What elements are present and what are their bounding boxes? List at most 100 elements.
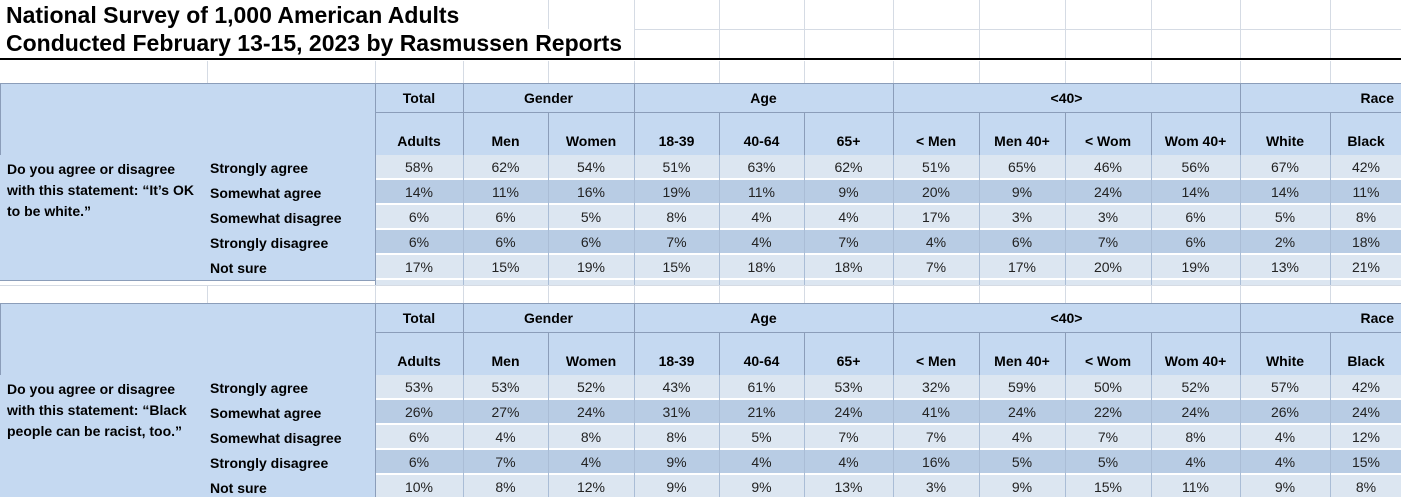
column-subheader[interactable]: Men (463, 332, 548, 375)
data-cell[interactable]: 5% (548, 205, 634, 228)
column-subheader[interactable]: 18-39 (634, 332, 719, 375)
data-cell[interactable]: 53% (463, 375, 548, 398)
data-cell[interactable]: 16% (893, 450, 979, 473)
data-cell[interactable]: 21% (1330, 255, 1401, 278)
data-cell[interactable]: 27% (463, 400, 548, 423)
data-cell[interactable]: 4% (804, 205, 893, 228)
data-cell[interactable]: 51% (893, 155, 979, 178)
response-label[interactable]: Not sure (210, 259, 267, 276)
column-subheader[interactable]: 65+ (804, 332, 893, 375)
data-cell[interactable]: 26% (1240, 400, 1330, 423)
column-subheader[interactable]: Wom 40+ (1151, 332, 1240, 375)
column-subheader[interactable]: Men 40+ (979, 332, 1065, 375)
data-cell[interactable]: 3% (893, 475, 979, 497)
response-label[interactable]: Strongly disagree (210, 234, 329, 251)
response-label[interactable]: Strongly agree (210, 379, 309, 396)
column-subheader[interactable]: 40-64 (719, 332, 804, 375)
column-group-header[interactable]: Total (375, 83, 463, 112)
data-cell[interactable]: 14% (375, 180, 463, 203)
data-cell[interactable]: 8% (548, 425, 634, 448)
data-cell[interactable]: 4% (1151, 450, 1240, 473)
column-subheader[interactable]: Adults (375, 332, 463, 375)
data-cell[interactable]: 8% (1330, 475, 1401, 497)
data-cell[interactable]: 63% (719, 155, 804, 178)
data-cell[interactable]: 5% (1065, 450, 1151, 473)
data-cell[interactable]: 18% (1330, 230, 1401, 253)
data-cell[interactable]: 42% (1330, 375, 1401, 398)
column-subheader[interactable]: < Men (893, 112, 979, 155)
column-subheader[interactable]: < Men (893, 332, 979, 375)
data-cell[interactable]: 14% (1240, 180, 1330, 203)
data-cell[interactable]: 7% (1065, 425, 1151, 448)
column-subheader[interactable]: 40-64 (719, 112, 804, 155)
column-group-header[interactable]: Total (375, 303, 463, 332)
column-group-header[interactable]: Age (634, 83, 893, 112)
data-cell[interactable]: 7% (804, 230, 893, 253)
data-cell[interactable]: 12% (548, 475, 634, 497)
data-cell[interactable]: 17% (375, 255, 463, 278)
data-cell[interactable]: 4% (804, 450, 893, 473)
response-label[interactable]: Somewhat disagree (210, 429, 342, 446)
data-cell[interactable]: 7% (1065, 230, 1151, 253)
column-subheader[interactable]: Black (1330, 332, 1401, 375)
data-cell[interactable]: 26% (375, 400, 463, 423)
data-cell[interactable]: 9% (979, 475, 1065, 497)
response-label[interactable]: Not sure (210, 479, 267, 496)
data-cell[interactable]: 7% (893, 255, 979, 278)
data-cell[interactable]: 2% (1240, 230, 1330, 253)
data-cell[interactable]: 15% (1330, 450, 1401, 473)
column-group-header[interactable]: Race (1240, 83, 1401, 112)
data-cell[interactable]: 62% (463, 155, 548, 178)
column-subheader[interactable]: 65+ (804, 112, 893, 155)
data-cell[interactable]: 11% (1330, 180, 1401, 203)
data-cell[interactable]: 15% (634, 255, 719, 278)
question-cell[interactable]: Do you agree or disagree with this state… (0, 155, 375, 280)
data-cell[interactable]: 6% (463, 205, 548, 228)
data-cell[interactable]: 58% (375, 155, 463, 178)
data-cell[interactable]: 67% (1240, 155, 1330, 178)
data-cell[interactable]: 10% (375, 475, 463, 497)
data-cell[interactable]: 8% (1151, 425, 1240, 448)
data-cell[interactable]: 24% (1330, 400, 1401, 423)
column-subheader[interactable]: Men (463, 112, 548, 155)
data-cell[interactable]: 7% (804, 425, 893, 448)
data-cell[interactable]: 8% (634, 425, 719, 448)
data-cell[interactable]: 11% (719, 180, 804, 203)
data-cell[interactable]: 53% (375, 375, 463, 398)
data-cell[interactable]: 18% (719, 255, 804, 278)
data-cell[interactable]: 65% (979, 155, 1065, 178)
data-cell[interactable]: 42% (1330, 155, 1401, 178)
data-cell[interactable]: 8% (463, 475, 548, 497)
data-cell[interactable]: 6% (375, 230, 463, 253)
data-cell[interactable]: 6% (375, 205, 463, 228)
data-cell[interactable]: 22% (1065, 400, 1151, 423)
data-cell[interactable]: 13% (804, 475, 893, 497)
column-group-header[interactable]: Race (1240, 303, 1401, 332)
data-cell[interactable]: 31% (634, 400, 719, 423)
data-cell[interactable]: 14% (1151, 180, 1240, 203)
data-cell[interactable]: 56% (1151, 155, 1240, 178)
question-cell[interactable]: Do you agree or disagree with this state… (0, 375, 375, 497)
data-cell[interactable]: 4% (1240, 450, 1330, 473)
data-cell[interactable]: 24% (804, 400, 893, 423)
data-cell[interactable]: 9% (634, 475, 719, 497)
data-cell[interactable]: 5% (1240, 205, 1330, 228)
data-cell[interactable]: 7% (893, 425, 979, 448)
data-cell[interactable]: 4% (719, 230, 804, 253)
data-cell[interactable]: 17% (979, 255, 1065, 278)
column-subheader[interactable]: Black (1330, 112, 1401, 155)
response-label[interactable]: Somewhat agree (210, 404, 322, 421)
data-cell[interactable]: 21% (719, 400, 804, 423)
data-cell[interactable]: 18% (804, 255, 893, 278)
response-label[interactable]: Strongly agree (210, 159, 309, 176)
data-cell[interactable]: 17% (893, 205, 979, 228)
data-cell[interactable]: 5% (979, 450, 1065, 473)
data-cell[interactable]: 32% (893, 375, 979, 398)
data-cell[interactable]: 6% (1151, 205, 1240, 228)
data-cell[interactable]: 3% (1065, 205, 1151, 228)
data-cell[interactable]: 15% (1065, 475, 1151, 497)
column-group-header[interactable]: Age (634, 303, 893, 332)
data-cell[interactable]: 11% (1151, 475, 1240, 497)
data-cell[interactable]: 54% (548, 155, 634, 178)
data-cell[interactable]: 24% (1065, 180, 1151, 203)
